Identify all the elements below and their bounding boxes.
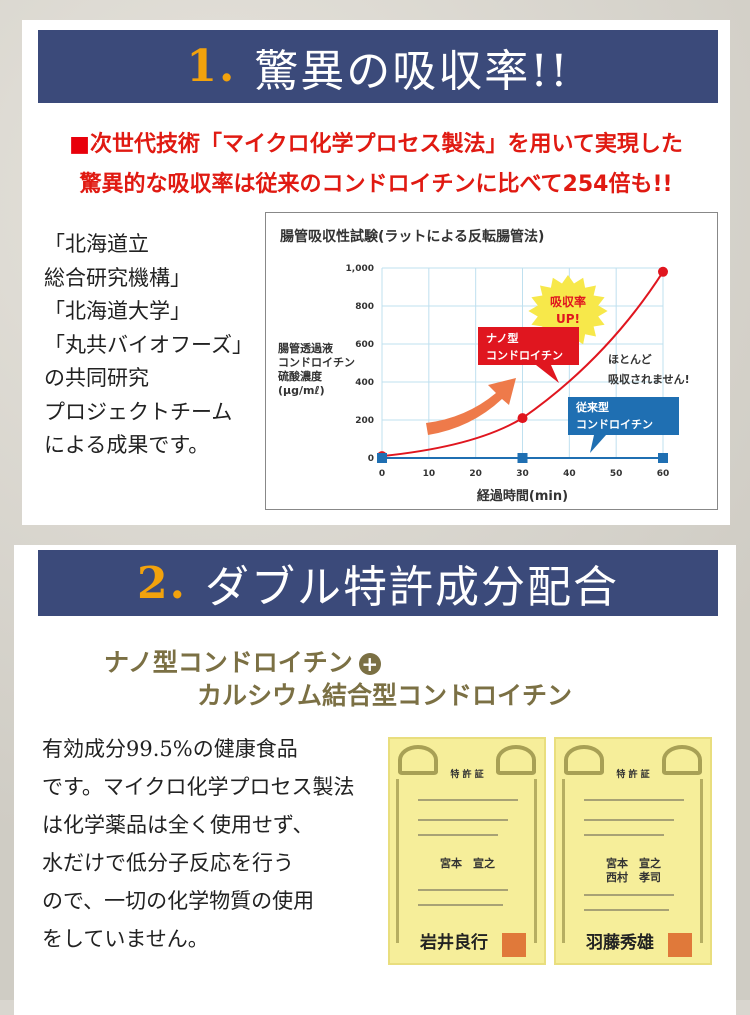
chart-svg: 腸管吸収性試験(ラットによる反転腸管法)0 10 20 30 40 50 600200400… bbox=[278, 228, 690, 504]
phoenix-ornament-icon bbox=[564, 745, 604, 775]
ornament-border bbox=[700, 779, 710, 943]
ingredient-2: カルシウム結合型コンドロイチン bbox=[197, 681, 573, 710]
text-line bbox=[418, 834, 498, 836]
ingredient-1: ナノ型コンドロイチン + bbox=[104, 643, 381, 679]
seal-stamp bbox=[502, 933, 526, 957]
text-line bbox=[418, 889, 508, 891]
y-tick-label: 0 bbox=[368, 454, 374, 464]
x-tick-label: 0 bbox=[379, 469, 385, 479]
certificate-title: 特 許 証 bbox=[616, 770, 650, 780]
y-tick-label: 1,000 bbox=[346, 264, 374, 274]
inventor-names: 宮本 宣之 西村 孝司 bbox=[606, 857, 661, 884]
data-point bbox=[658, 266, 668, 277]
y-tick-label: 600 bbox=[355, 340, 374, 350]
x-tick-label: 20 bbox=[469, 469, 482, 479]
series-label: 従来型コンドロイチン bbox=[575, 400, 653, 431]
data-point bbox=[517, 453, 528, 463]
inventor-names: 宮本 宣之 bbox=[440, 857, 495, 870]
y-tick-label: 800 bbox=[355, 302, 374, 312]
orange-arrow-icon bbox=[426, 378, 516, 435]
phoenix-ornament-icon bbox=[398, 745, 438, 775]
research-text: 「北海道立 総合研究機構」 「北海道大学」 「丸共バイオフーズ」 の共同研究 プ… bbox=[44, 232, 253, 457]
phoenix-ornament-icon bbox=[496, 745, 536, 775]
x-tick-label: 10 bbox=[423, 469, 436, 479]
ornament-border bbox=[562, 779, 572, 943]
text-line bbox=[418, 904, 503, 906]
plus-icon: + bbox=[358, 653, 381, 675]
absorption-chart: 腸管吸収性試験(ラットによる反転腸管法) 0 10 20 30 40 50 60 0 200 400… bbox=[265, 212, 718, 510]
lead-line-1: ■次世代技術「マイクロ化学プロセス製法」を用いて実現した bbox=[22, 126, 730, 158]
x-axis-label: 経過時間(min) bbox=[477, 488, 568, 504]
section-title: 驚異の吸収率!! bbox=[254, 45, 570, 97]
lead-text-1: 次世代技術「マイクロ化学プロセス製法」を用いて実現した bbox=[89, 132, 683, 157]
chart-title: 腸管吸収性試験(ラットによる反転腸管法) bbox=[280, 228, 544, 245]
data-point bbox=[377, 453, 387, 463]
x-tick-label: 30 bbox=[516, 469, 529, 479]
body-text: 有効成分99.5%の健康食品 です。マイクロ化学プロセス製法 は化学薬品は全く使… bbox=[42, 737, 355, 951]
y-tick-label: 200 bbox=[355, 416, 374, 426]
x-tick-label: 50 bbox=[610, 469, 623, 479]
text-line bbox=[584, 894, 674, 896]
data-point bbox=[658, 453, 668, 463]
red-square-icon: ■ bbox=[69, 132, 90, 157]
section-title: ダブル特許成分配合 bbox=[204, 562, 619, 613]
data-point bbox=[517, 413, 528, 424]
absorption-section: 1. 驚異の吸収率!! ■次世代技術「マイクロ化学プロセス製法」を用いて実現した… bbox=[22, 20, 730, 525]
text-line bbox=[418, 799, 518, 801]
burst-label: 吸収率 UP! bbox=[550, 294, 586, 326]
x-tick-label: 40 bbox=[563, 469, 576, 479]
lead-line-2: 驚異的な吸収率は従来のコンドロイチンに比べて254倍も!! bbox=[79, 172, 673, 197]
section-header: 2. ダブル特許成分配合 bbox=[38, 550, 718, 616]
text-line bbox=[584, 819, 674, 821]
certificate-title: 特 許 証 bbox=[450, 770, 484, 780]
section-number: 1. bbox=[186, 41, 237, 92]
patent-certificate-1: 特 許 証 宮本 宣之 岩井良行 bbox=[388, 737, 546, 965]
ingredient-1-text: ナノ型コンドロイチン bbox=[104, 648, 353, 677]
series-label-box bbox=[478, 327, 579, 383]
text-line bbox=[584, 909, 669, 911]
y-tick-label: 400 bbox=[355, 378, 374, 388]
ornament-border bbox=[396, 779, 406, 943]
text-line bbox=[584, 799, 684, 801]
series-label-box bbox=[568, 397, 679, 453]
signature: 羽藤秀雄 bbox=[586, 933, 654, 953]
seal-stamp bbox=[668, 933, 692, 957]
text-line bbox=[584, 834, 664, 836]
x-tick-label: 60 bbox=[657, 469, 670, 479]
patent-section: 2. ダブル特許成分配合 ナノ型コンドロイチン + カルシウム結合型コンドロイチン… bbox=[14, 545, 736, 1015]
series-label: ナノ型コンドロイチン bbox=[486, 331, 563, 362]
text-line bbox=[418, 819, 508, 821]
section-header: 1. 驚異の吸収率!! bbox=[38, 30, 718, 103]
patent-certificate-2: 特 許 証 宮本 宣之 西村 孝司 羽藤秀雄 bbox=[554, 737, 712, 965]
section-number: 2. bbox=[137, 557, 187, 609]
annotation-note: ほとんど吸収されません! bbox=[608, 353, 690, 386]
ornament-border bbox=[534, 779, 544, 943]
phoenix-ornament-icon bbox=[662, 745, 702, 775]
y-axis-label: 腸管透過液コンドロイチン硫酸濃度(μg/mℓ) bbox=[278, 341, 355, 397]
signature: 岩井良行 bbox=[420, 933, 488, 953]
